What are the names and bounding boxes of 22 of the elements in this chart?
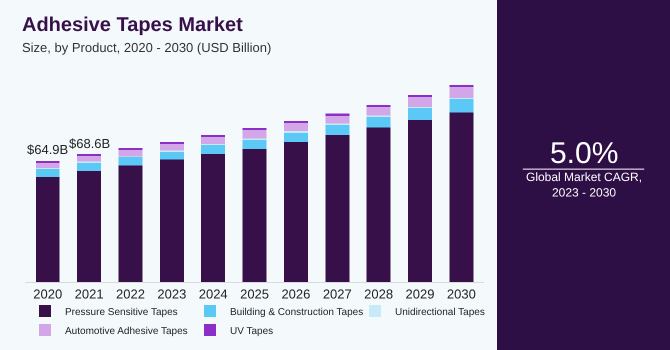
x-tick-label: 2027 [322,286,352,302]
legend-label: UV Tapes [230,326,274,337]
legend-label: Unidirectional Tapes [395,306,485,318]
x-tick-label: 2023 [157,286,186,302]
x-tick-label: 2028 [364,286,394,302]
text: 5.0% [550,137,618,170]
annotation: $64.9B [27,142,68,157]
legend-label: Building & Construction Tapes [230,306,364,318]
x-tick-label: 2025 [240,286,270,302]
x-tick-label: 2021 [74,286,104,302]
chart-subtitle: Size, by Product, 2020 - 2030 (USD Billion) [22,40,272,55]
x-tick-label: 2024 [198,286,228,302]
x-tick-label: 2026 [281,286,310,302]
annotation: $68.6B [69,136,110,151]
x-tick-label: 2030 [446,286,476,302]
x-tick-label: 2029 [406,286,434,302]
legend-label: Pressure Sensitive Tapes [65,306,178,318]
chart-title: Adhesive Tapes Market [22,14,244,36]
x-tick-label: 2020 [33,286,62,302]
x-tick-label: 2022 [116,286,145,302]
legend-label: Automotive Adhesive Tapes [65,326,188,337]
text: Global Market CAGR, 2023 - 2030 [526,170,642,200]
